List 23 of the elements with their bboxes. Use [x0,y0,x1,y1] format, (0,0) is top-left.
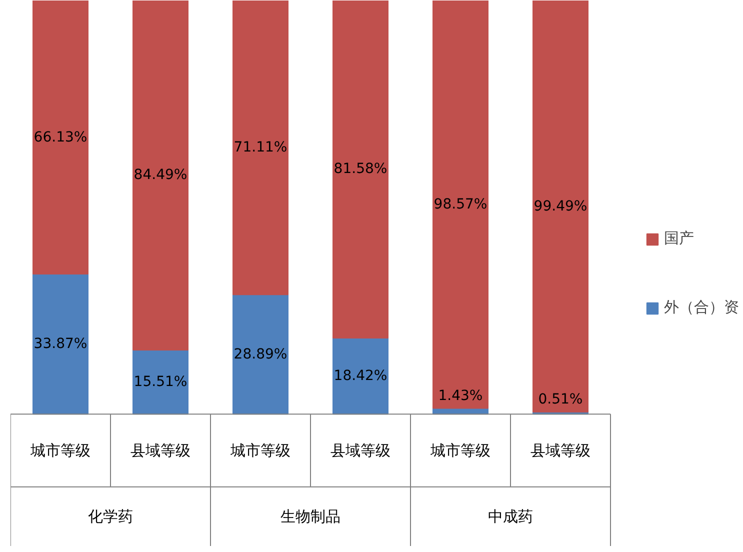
data-label: 66.13% [34,129,88,146]
legend-label: 国产 [664,229,694,248]
data-label: 1.43% [438,388,483,404]
data-label: 84.49% [134,167,188,184]
legend-label: 外（合）资 [664,298,739,317]
text: 生物制品 [280,508,340,526]
data-label: 28.89% [234,346,288,362]
data-label: 98.57% [434,196,488,212]
text: 化学药 [88,508,133,526]
data-label: 15.51% [134,374,188,390]
x-tick-label: 县域等级 [530,442,590,460]
data-label: 81.58% [334,161,388,178]
data-label: 0.51% [538,392,583,408]
text: 中成药 [488,508,533,526]
data-label: 71.11% [234,140,288,156]
x-tick-label: 城市等级 [430,442,490,460]
data-label: 18.42% [334,368,388,384]
data-label: 99.49% [534,198,588,214]
x-tick-label: 城市等级 [30,442,90,460]
x-tick-label: 县域等级 [130,442,190,460]
x-tick-label: 县域等级 [330,442,390,460]
data-label: 33.87% [34,336,88,352]
x-tick-label: 城市等级 [230,442,290,460]
